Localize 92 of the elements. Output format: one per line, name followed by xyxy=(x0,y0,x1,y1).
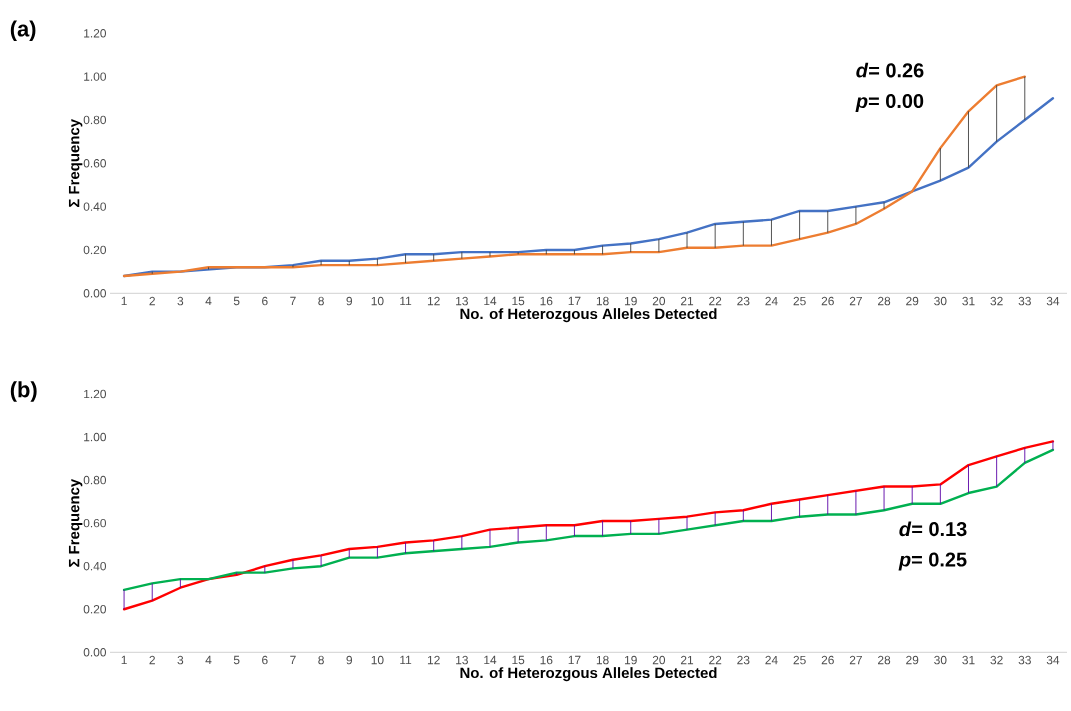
x-tick-label: 4 xyxy=(205,296,212,306)
x-tick-label: 21 xyxy=(680,655,694,665)
x-tick-label: 26 xyxy=(821,296,834,306)
x-tick-label: 21 xyxy=(680,296,694,306)
x-tick-label: 33 xyxy=(1018,655,1031,665)
x-tick-label: 31 xyxy=(962,296,975,306)
x-tick-label: 24 xyxy=(765,296,778,306)
x-tick-label: 18 xyxy=(596,296,609,306)
x-tick-label: 33 xyxy=(1018,296,1031,306)
x-tick-label: 5 xyxy=(233,296,240,306)
x-tick-label: 28 xyxy=(878,296,891,306)
x-tick-label: 17 xyxy=(568,296,581,306)
x-tick-label: 7 xyxy=(290,296,296,306)
x-tick-label: 26 xyxy=(821,655,834,665)
x-tick-label: 25 xyxy=(793,655,806,665)
x-tick-label: 8 xyxy=(318,655,324,665)
x-tick-label: 30 xyxy=(934,296,947,306)
chart-title: (b) xyxy=(10,381,37,402)
x-tick-label: 10 xyxy=(371,655,384,665)
annotation: p= 0.25 xyxy=(898,552,967,571)
x-tick-label: 27 xyxy=(849,655,862,665)
x-tick-label: 32 xyxy=(990,655,1003,665)
x-tick-label: 3 xyxy=(177,296,184,306)
y-tick-label: 0.40 xyxy=(83,561,107,571)
y-tick-label: 1.20 xyxy=(84,29,107,38)
x-tick-label: 1 xyxy=(121,655,127,665)
x-tick-label: 20 xyxy=(652,296,666,306)
x-tick-label: 3 xyxy=(177,655,184,665)
x-tick-label: 20 xyxy=(652,655,666,665)
x-tick-label: 18 xyxy=(596,655,609,665)
x-tick-label: 30 xyxy=(934,655,947,665)
x-tick-label: 34 xyxy=(1046,655,1060,665)
x-tick-label: 6 xyxy=(262,296,268,306)
y-tick-label: 1.20 xyxy=(84,389,107,399)
x-tick-label: 13 xyxy=(456,296,468,306)
x-tick-label: 12 xyxy=(427,655,440,665)
x-tick-label: 14 xyxy=(484,296,497,306)
x-tick-label: 31 xyxy=(962,655,975,665)
y-tick-label: 0.00 xyxy=(83,648,107,657)
y-tick-label: 1.00 xyxy=(84,72,107,81)
x-tick-label: 1 xyxy=(121,296,127,306)
x-tick-label: 28 xyxy=(878,655,891,665)
x-tick-label: 29 xyxy=(906,655,919,665)
y-tick-label: 0.60 xyxy=(83,159,107,168)
x-tick-label: 5 xyxy=(233,655,240,665)
y-tick-label: 0.00 xyxy=(83,289,107,298)
x-tick-label: 27 xyxy=(849,296,862,306)
x-tick-label: 22 xyxy=(709,296,722,306)
x-tick-label: 13 xyxy=(456,655,468,665)
y-tick-label: 0.60 xyxy=(83,518,107,528)
x-tick-label: 6 xyxy=(262,655,268,665)
y-tick-label: 0.40 xyxy=(83,202,107,211)
x-tick-label: 25 xyxy=(793,296,806,306)
y-tick-label: 1.00 xyxy=(84,432,107,442)
y-tick-label: 0.20 xyxy=(83,605,107,614)
x-tick-label: 12 xyxy=(427,296,440,306)
x-tick-label: 15 xyxy=(512,655,525,665)
x-tick-label: 2 xyxy=(149,296,155,306)
x-tick-label: 14 xyxy=(484,655,497,665)
annotation: d= 0.26 xyxy=(856,62,924,78)
x-tick-label: 19 xyxy=(624,296,637,306)
x-tick-label: 23 xyxy=(737,655,750,665)
x-axis-title: No. of Heterozgous Alleles Detected xyxy=(460,667,717,682)
y-axis-title: Σ Frequency xyxy=(68,119,83,207)
x-tick-label: 15 xyxy=(512,296,525,306)
x-tick-label: 7 xyxy=(290,655,296,665)
x-tick-label: 16 xyxy=(540,296,553,306)
x-tick-label: 17 xyxy=(568,655,581,665)
x-tick-label: 29 xyxy=(906,296,919,306)
x-tick-label: 2 xyxy=(149,655,155,665)
x-tick-label: 23 xyxy=(737,296,750,306)
chart-title: (a) xyxy=(10,20,36,41)
x-tick-label: 24 xyxy=(765,655,778,665)
x-tick-label: 16 xyxy=(540,655,553,665)
x-tick-label: 11 xyxy=(400,296,412,306)
x-tick-label: 32 xyxy=(990,296,1003,306)
x-tick-label: 11 xyxy=(400,655,412,665)
x-tick-label: 22 xyxy=(709,655,722,665)
y-tick-label: 0.80 xyxy=(83,115,107,125)
y-tick-label: 0.20 xyxy=(83,245,107,255)
x-tick-label: 9 xyxy=(346,296,353,306)
x-tick-label: 10 xyxy=(371,296,384,306)
x-axis-title: No. of Heterozgous Alleles Detected xyxy=(460,308,717,323)
x-tick-label: 4 xyxy=(205,655,212,665)
x-tick-label: 9 xyxy=(346,655,353,665)
annotation: p= 0.00 xyxy=(855,94,924,113)
y-axis-title: Σ Frequency xyxy=(68,478,83,567)
y-tick-label: 0.80 xyxy=(83,475,107,485)
x-tick-label: 34 xyxy=(1046,296,1060,306)
annotation: d= 0.13 xyxy=(899,521,967,537)
x-tick-label: 19 xyxy=(624,655,637,665)
x-tick-label: 8 xyxy=(318,296,324,306)
